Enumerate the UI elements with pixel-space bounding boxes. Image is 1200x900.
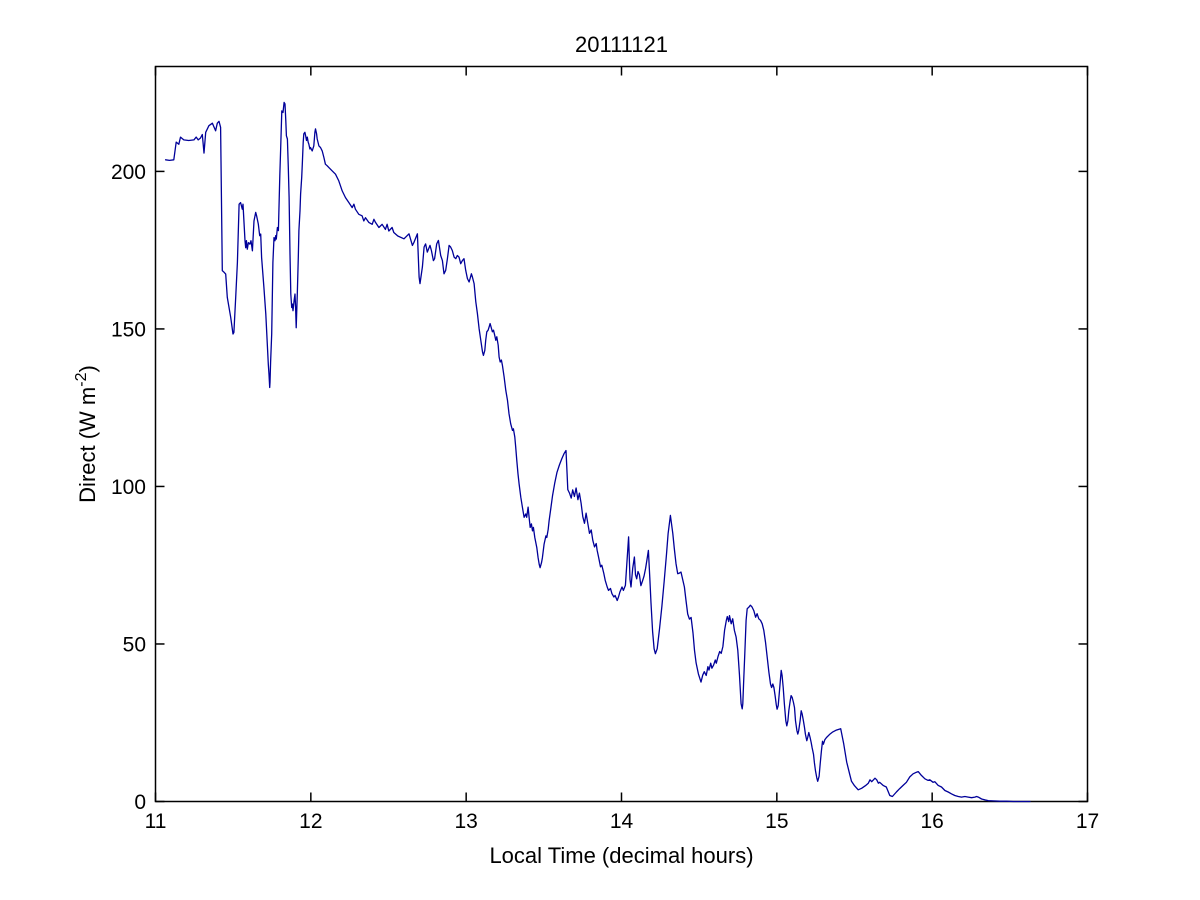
y-tick-label: 100 xyxy=(111,476,146,499)
y-tick-label: 200 xyxy=(111,161,146,184)
data-line xyxy=(164,101,1031,803)
y-tick-label: 50 xyxy=(123,633,146,656)
axes: 11 12 13 14 15 16 17 0 50 100 150 200 xyxy=(111,65,1100,833)
y-tick-label: 0 xyxy=(134,791,146,814)
x-axis-label: Local Time (decimal hours) xyxy=(489,843,753,868)
x-tick-label: 11 xyxy=(145,810,167,833)
x-tick-label: 13 xyxy=(454,810,477,833)
x-ticks xyxy=(154,66,1089,802)
x-tick-label: 14 xyxy=(610,810,634,833)
y-axis-label-suffix: ) xyxy=(75,365,100,372)
y-axis-label: Direct (W m-2) xyxy=(73,365,100,503)
y-ticks xyxy=(155,170,1088,803)
x-tick-labels: 11 12 13 14 15 16 17 xyxy=(145,810,1100,833)
y-tick-label: 150 xyxy=(111,318,146,341)
x-tick-label: 16 xyxy=(920,810,943,833)
y-axis-label-superscript: -2 xyxy=(73,372,90,386)
chart-title: 20111121 xyxy=(575,32,668,57)
y-axis-label-main: Direct (W m xyxy=(75,387,100,503)
x-tick-label: 12 xyxy=(299,810,322,833)
x-tick-label: 15 xyxy=(765,810,788,833)
y-tick-labels: 0 50 100 150 200 xyxy=(111,161,146,814)
x-tick-label: 17 xyxy=(1076,810,1099,833)
